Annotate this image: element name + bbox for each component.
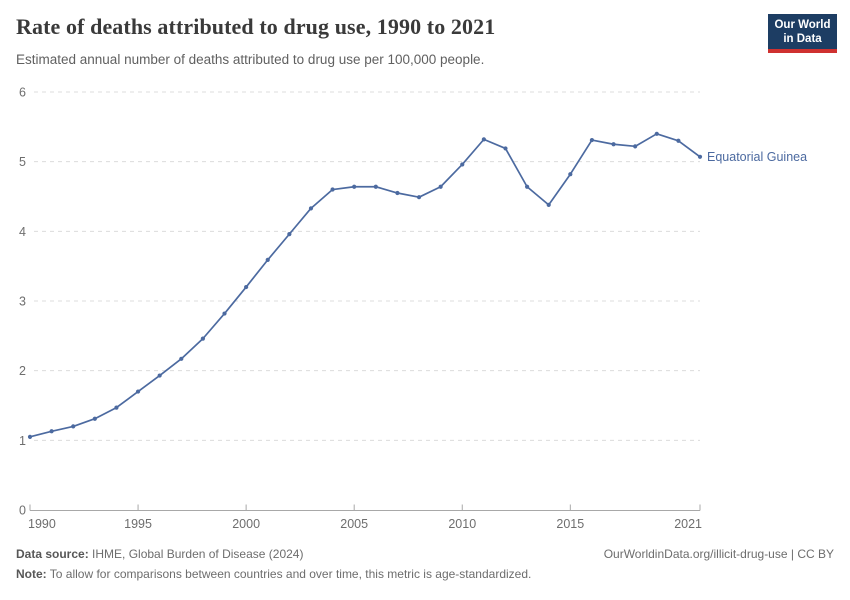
- data-source-label: Data source:: [16, 547, 89, 561]
- page-title: Rate of deaths attributed to drug use, 1…: [16, 14, 496, 39]
- y-axis-tick-label: 1: [19, 434, 26, 448]
- data-point[interactable]: [611, 142, 616, 147]
- data-point[interactable]: [308, 206, 314, 211]
- data-point[interactable]: [503, 146, 508, 151]
- y-axis-tick-label: 5: [19, 155, 26, 169]
- data-point[interactable]: [49, 429, 54, 434]
- data-point[interactable]: [676, 138, 681, 143]
- data-point[interactable]: [265, 257, 270, 262]
- data-point[interactable]: [114, 405, 119, 410]
- data-point[interactable]: [92, 416, 97, 421]
- x-axis-tick-label: 2010: [448, 517, 476, 531]
- data-point[interactable]: [222, 311, 227, 316]
- data-point[interactable]: [352, 184, 357, 189]
- data-point[interactable]: [524, 184, 530, 189]
- data-point[interactable]: [633, 144, 638, 149]
- data-point[interactable]: [27, 434, 33, 439]
- owid-logo-line1: Our World: [774, 19, 831, 31]
- license-link[interactable]: OurWorldinData.org/illicit-drug-use | CC…: [603, 547, 834, 561]
- owid-logo[interactable]: Our World in Data: [768, 14, 837, 54]
- y-axis-tick-label: 3: [19, 295, 26, 309]
- data-point[interactable]: [589, 137, 595, 143]
- data-point[interactable]: [330, 187, 335, 192]
- data-point[interactable]: [460, 162, 465, 167]
- data-source-text: Data source: IHME, Global Burden of Dise…: [16, 546, 303, 562]
- owid-logo-line2: in Data: [783, 33, 822, 46]
- data-point[interactable]: [481, 137, 486, 142]
- data-point[interactable]: [179, 356, 184, 361]
- data-point[interactable]: [395, 190, 400, 196]
- note-text: Note: To allow for comparisons between c…: [16, 566, 834, 582]
- data-point[interactable]: [244, 284, 249, 290]
- note-value: To allow for comparisons between countri…: [46, 567, 532, 582]
- data-point[interactable]: [200, 336, 206, 341]
- data-point[interactable]: [697, 154, 703, 159]
- data-point[interactable]: [157, 373, 162, 378]
- chart-subtitle: Estimated annual number of deaths attrib…: [16, 52, 485, 67]
- x-axis-tick-label: 1990: [28, 517, 56, 531]
- y-axis-tick-label: 2: [19, 364, 26, 378]
- data-point[interactable]: [568, 172, 573, 177]
- data-point[interactable]: [416, 195, 422, 200]
- note-label: Note:: [16, 567, 47, 582]
- y-axis-tick-label: 4: [19, 225, 26, 239]
- x-axis-tick-label: 2021: [674, 517, 702, 531]
- x-axis-tick-label: 2015: [556, 517, 584, 531]
- data-point[interactable]: [654, 131, 659, 136]
- x-axis-tick-label: 2000: [232, 517, 260, 531]
- y-axis-tick-label: 0: [19, 504, 26, 518]
- data-point[interactable]: [546, 202, 551, 207]
- data-line[interactable]: [29, 132, 701, 438]
- series-label[interactable]: Equatorial Guinea: [707, 150, 807, 164]
- data-point[interactable]: [438, 184, 443, 189]
- data-source-value: IHME, Global Burden of Disease (2024): [88, 547, 304, 561]
- x-axis-tick-label: 2005: [340, 517, 368, 531]
- data-point[interactable]: [135, 389, 141, 394]
- data-point[interactable]: [287, 232, 292, 237]
- chart-footer: Data source: IHME, Global Burden of Dise…: [16, 546, 834, 582]
- x-axis-tick-label: 1995: [124, 517, 152, 531]
- data-point[interactable]: [373, 184, 378, 189]
- y-axis-tick-label: 6: [19, 86, 26, 100]
- data-point[interactable]: [71, 424, 76, 429]
